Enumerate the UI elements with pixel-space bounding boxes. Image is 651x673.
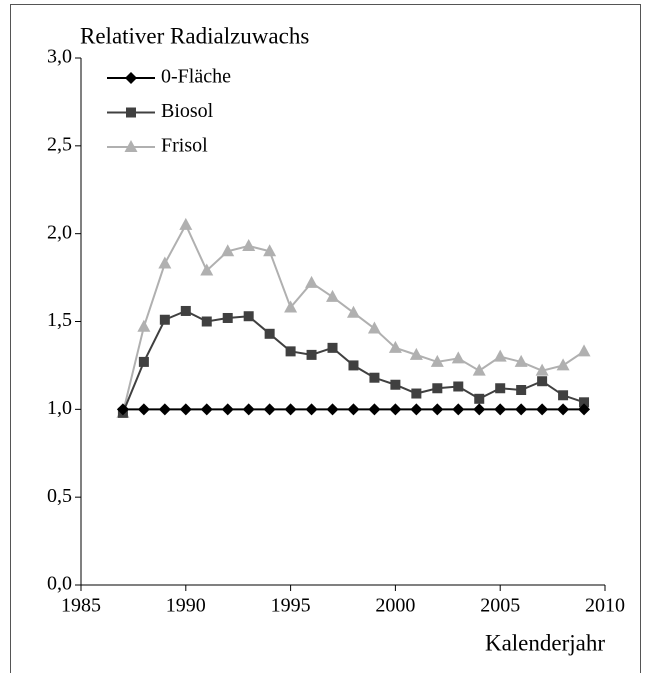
marker [201,316,212,327]
marker [493,349,507,362]
marker [137,319,151,332]
marker [515,403,528,416]
y-tick-label: 2,5 [47,133,72,155]
series-line [121,222,585,414]
marker [179,403,192,416]
marker [305,275,319,288]
x-tick-label: 1985 [61,595,101,617]
marker [474,393,485,404]
marker [369,372,380,383]
marker [432,383,443,394]
marker [367,321,381,334]
marker [158,403,171,416]
marker [138,356,149,367]
marker [222,312,233,323]
marker [221,244,235,257]
marker [452,403,465,416]
marker [263,403,276,416]
marker [494,403,507,416]
marker [579,397,590,408]
x-tick-label: 2010 [585,595,625,617]
marker [159,314,170,325]
x-tick-label: 1990 [166,595,206,617]
marker [388,340,402,353]
marker [284,300,298,313]
x-tick-label: 2005 [480,595,520,617]
legend-marker [125,72,137,84]
legend-label: 0-Fläche [161,66,231,88]
y-tick-label: 1,0 [47,397,72,419]
marker [306,349,317,360]
y-tick-label: 1,5 [47,309,72,331]
marker [535,363,549,376]
frame [10,4,641,673]
y-tick-label: 0,5 [47,485,72,507]
legend-label: Biosol [161,100,214,122]
marker [558,390,569,401]
marker [242,403,255,416]
marker [346,305,360,318]
marker [557,403,570,416]
marker [158,256,172,269]
marker [179,217,193,230]
x-tick-label: 2000 [375,595,415,617]
marker [243,311,254,322]
marker [453,381,464,392]
marker [536,403,549,416]
marker [200,403,213,416]
marker [516,385,527,396]
marker [305,403,318,416]
marker [347,403,360,416]
marker [577,344,591,357]
legend-label: Frisol [161,135,208,157]
marker [200,263,214,276]
marker [472,363,486,376]
y-tick-label: 2,0 [47,221,72,243]
marker [368,403,381,416]
marker [221,403,234,416]
marker [537,376,548,387]
marker [389,403,402,416]
marker [578,403,591,416]
marker [410,403,423,416]
marker [263,244,277,257]
marker [326,403,339,416]
x-axis-label: Kalenderjahr [485,630,605,655]
marker [556,358,570,371]
marker [348,360,359,371]
marker [242,238,256,251]
marker [326,289,340,302]
marker [285,346,296,357]
marker [327,342,338,353]
marker [473,403,486,416]
marker [137,403,150,416]
marker [284,403,297,416]
marker [264,328,275,339]
marker [495,383,506,394]
marker [411,388,422,399]
marker [409,347,423,360]
marker [390,379,401,390]
legend-marker [124,140,138,152]
y-tick-label: 0,0 [47,573,72,595]
marker [180,305,191,316]
legend-marker [126,107,136,118]
chart-title: Relativer Radialzuwachs [80,23,309,48]
marker [431,403,444,416]
y-tick-label: 3,0 [47,46,72,68]
marker [430,354,444,367]
marker [514,354,528,367]
x-tick-label: 1995 [271,595,311,617]
marker [116,403,129,416]
marker [451,351,465,364]
